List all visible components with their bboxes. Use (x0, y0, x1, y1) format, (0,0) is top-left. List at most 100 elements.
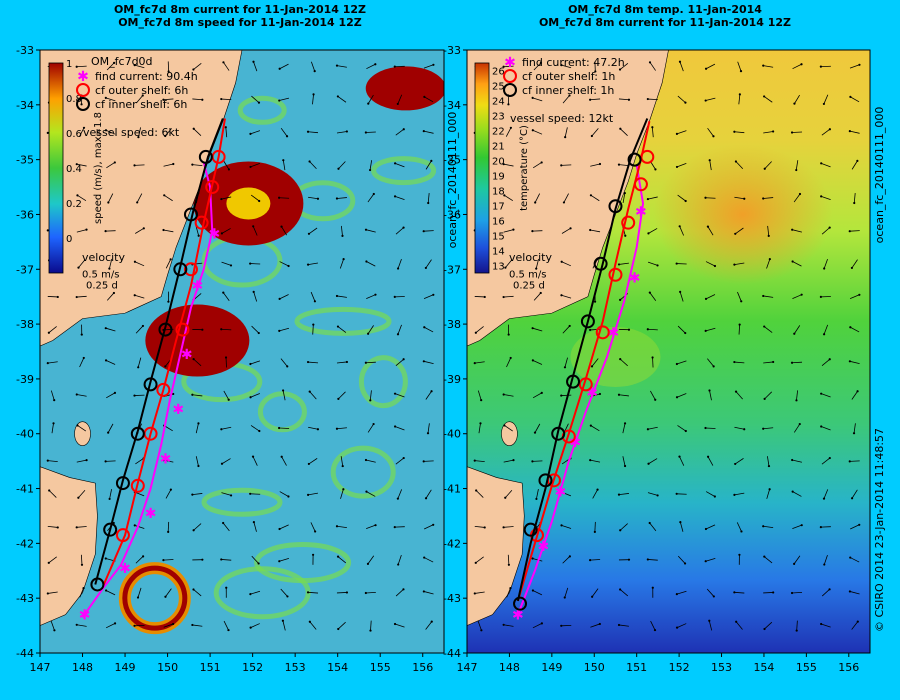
colorbar-tick-label: 15 (492, 232, 505, 243)
velocity-arrow-head (738, 93, 741, 96)
velocity-arrow-head (502, 623, 505, 626)
track-marker-asterisk: ✱ (629, 270, 641, 286)
x-tick-label: 154 (327, 661, 348, 674)
velocity-arrow-head (249, 132, 252, 135)
velocity-arrow-head (229, 264, 233, 267)
velocity-arrow-head (850, 497, 854, 500)
velocity-arrow-head (167, 300, 170, 303)
velocity-arrow (821, 128, 831, 136)
velocity-arrow-head (712, 365, 715, 368)
velocity-arrow-head (763, 167, 766, 170)
velocity-arrow (193, 589, 202, 597)
velocity-arrow-head (593, 300, 597, 303)
velocity-arrow-head (278, 196, 281, 199)
velocity-arrow (280, 127, 288, 137)
velocity-arrow-head (167, 530, 170, 534)
velocity-arrow-head (819, 65, 822, 68)
velocity-arrow-head (137, 136, 140, 139)
velocity-arrow (308, 591, 319, 594)
velocity-arrow-head (402, 588, 405, 591)
velocity-arrow-head (108, 267, 111, 270)
velocity-arrow (532, 129, 543, 135)
track-marker-circle (566, 374, 581, 389)
velocity-arrow (339, 258, 344, 269)
track-marker-circle (205, 180, 220, 195)
colorbar-tick-label: 18 (492, 187, 505, 198)
velocity-arrow (737, 61, 742, 72)
legend-vessel-speed: vessel speed: 6kt (83, 126, 180, 139)
velocity-arrow (252, 456, 258, 466)
track-marker-asterisk: ✱ (172, 402, 184, 418)
track-marker-circle (130, 478, 145, 493)
velocity-arrow-head (646, 97, 649, 101)
velocity-arrow-head (503, 194, 506, 197)
velocity-arrow (193, 358, 202, 367)
velocity-arrow (763, 525, 774, 528)
velocity-arrow-head (704, 527, 708, 531)
y-tick-label: -33 (443, 44, 461, 57)
colorbar (474, 62, 490, 274)
velocity-arrow (536, 489, 539, 500)
track-marker-asterisk: ✱ (569, 435, 581, 451)
velocity-arrow-head (683, 562, 687, 565)
velocity-arrow-head (704, 196, 707, 199)
velocity-arrow (796, 390, 798, 401)
velocity-arrow-head (335, 525, 339, 528)
velocity-arrow (221, 492, 232, 496)
velocity-arrow-head (767, 234, 770, 237)
velocity-arrow-head (617, 623, 621, 627)
velocity-arrow-head (474, 331, 477, 334)
velocity-arrow (734, 262, 745, 265)
velocity-arrow-head (422, 460, 425, 463)
velocity-arrow (310, 61, 316, 72)
velocity-arrow (562, 95, 570, 104)
velocity-arrow (534, 193, 541, 203)
velocity-arrow (279, 261, 289, 267)
velocity-arrow-head (104, 327, 107, 330)
velocity-arrow (394, 393, 405, 398)
velocity-arrow-head (704, 560, 707, 563)
velocity-arrow (532, 162, 542, 169)
velocity-arrow (649, 292, 657, 301)
velocity-arrow (849, 460, 860, 462)
velocity-arrow-head (713, 495, 716, 498)
velocity-arrow-head (648, 291, 651, 294)
colorbar-tick-label: 13 (492, 262, 505, 273)
velocity-arrow (221, 328, 232, 331)
velocity-arrow (282, 160, 286, 171)
track-marker-asterisk: ✱ (537, 539, 549, 555)
x-tick-label: 150 (584, 661, 605, 674)
velocity-arrow-head (372, 192, 375, 196)
velocity-arrow (165, 588, 172, 597)
velocity-arrow (849, 64, 860, 69)
velocity-arrow-head (141, 94, 144, 97)
velocity-arrow-head (560, 624, 563, 627)
track-marker-circle (608, 267, 623, 282)
velocity-arrow (423, 64, 434, 69)
velocity-arrow (792, 261, 802, 267)
velocity-arrow (677, 95, 686, 103)
velocity-arrow (823, 258, 828, 269)
velocity-arrow-head (75, 295, 78, 299)
velocity-arrow-head (713, 264, 717, 268)
velocity-arrow-head (617, 393, 621, 396)
velocity-arrow (707, 127, 714, 137)
velocity-arrow (336, 197, 347, 199)
velocity-arrow-head (402, 358, 405, 361)
velocity-arrow-head (104, 129, 108, 132)
velocity-arrow (192, 164, 203, 167)
velocity-arrow-head (364, 131, 367, 134)
velocity-arrow-head (560, 524, 563, 527)
eddy-swirl (237, 95, 287, 125)
x-tick-label: 155 (370, 661, 391, 674)
x-tick-label: 147 (457, 661, 478, 674)
velocity-arrow-head (257, 331, 260, 335)
y-tick-label: -43 (443, 592, 461, 605)
x-tick-label: 156 (412, 661, 433, 674)
legend-marker-circle (503, 83, 517, 97)
velocity-arrow (251, 555, 259, 564)
velocity-arrow (308, 227, 318, 235)
land-island (467, 466, 525, 626)
velocity-arrow (706, 588, 715, 597)
eddy-swirl (257, 391, 307, 433)
